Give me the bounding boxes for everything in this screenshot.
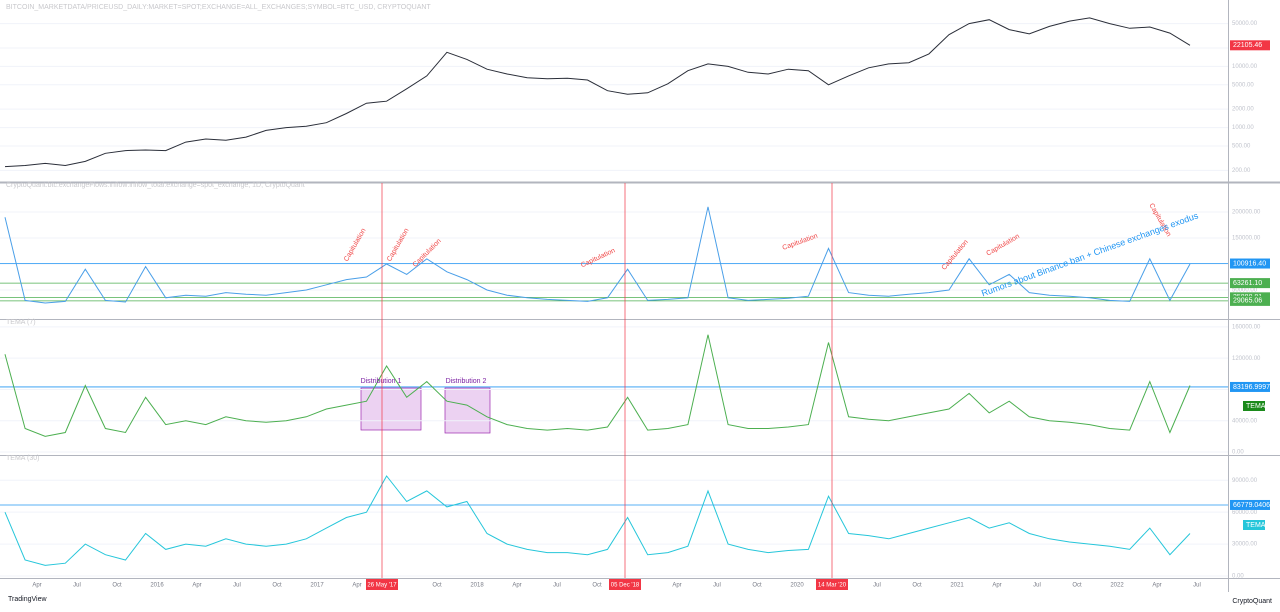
y-tick-label: 90000.00: [1232, 478, 1258, 484]
footer-source: CryptoQuant: [1232, 598, 1272, 605]
indicator-tag-label: TEMA: [1246, 403, 1266, 410]
y-tick-label: 200000.00: [1232, 210, 1261, 216]
x-tick-label: 2017: [310, 583, 324, 589]
y-tick-label: 2000.00: [1232, 107, 1254, 113]
level-tag: [1230, 258, 1270, 269]
indicator-tag: [1243, 520, 1265, 530]
x-tick-label: Jul: [73, 583, 81, 589]
x-tick-label: 2020: [790, 583, 804, 589]
series-line: [4, 475, 1191, 566]
event-label: 14 Mar '20: [818, 583, 847, 589]
x-tick-label: Oct: [752, 583, 762, 589]
series-line: [4, 334, 1191, 437]
y-tick-label: 200.00: [1232, 168, 1251, 174]
y-tick-label: 500.00: [1232, 144, 1251, 150]
pane-title: BITCOIN_MARKETDATA/PRICEUSD_DAILY:MARKET…: [6, 4, 431, 11]
x-tick-label: Jul: [233, 583, 241, 589]
pane-title: TEMA (7): [6, 319, 36, 326]
x-tick-label: Apr: [192, 583, 201, 589]
x-tick-label: Apr: [1152, 583, 1161, 589]
y-tick-label: 1000.00: [1232, 125, 1254, 131]
event-tag: [366, 579, 398, 590]
x-tick-label: Apr: [512, 583, 521, 589]
y-tick-label: 0.00: [1232, 450, 1244, 456]
y-tick-label: 5000.00: [1232, 82, 1254, 88]
y-tick-label: 40000.00: [1232, 418, 1258, 424]
x-tick-label: Apr: [672, 583, 681, 589]
event-tag: [816, 579, 848, 590]
level-label: 83196.9997: [1233, 384, 1270, 391]
x-tick-label: Jul: [873, 583, 881, 589]
pane-title: CryptoQuant:btc:exchangeFlows:inflow:inf…: [6, 182, 305, 189]
indicator-tag: [1243, 401, 1265, 411]
level-label: 66779.0406: [1233, 502, 1270, 509]
distribution-label: Distribution 1: [361, 378, 402, 385]
y-tick-label: 50000.00: [1232, 288, 1258, 294]
x-tick-label: 2021: [950, 583, 964, 589]
x-tick-label: 2018: [470, 583, 484, 589]
pane-title: TEMA (30): [6, 455, 39, 462]
event-tag: [609, 579, 641, 590]
y-tick-label: 60000.00: [1232, 510, 1258, 516]
series-line: [4, 206, 1191, 304]
x-tick-label: Oct: [1072, 583, 1082, 589]
distribution-box: [360, 387, 422, 431]
event-label: 05 Dec '18: [611, 583, 640, 589]
series-line: [4, 17, 1191, 168]
level-label: 63261.10: [1233, 280, 1262, 287]
y-tick-label: 10000.00: [1232, 64, 1258, 70]
distribution-box: [444, 387, 491, 434]
x-tick-label: Oct: [432, 583, 442, 589]
level-tag: [1230, 381, 1270, 392]
x-tick-label: Oct: [112, 583, 122, 589]
last-price-tag: [1230, 40, 1270, 51]
y-tick-label: 150000.00: [1232, 236, 1261, 242]
y-tick-label: 50000.00: [1232, 21, 1258, 27]
distribution-label: Distribution 2: [446, 378, 487, 385]
x-tick-label: Jul: [1033, 583, 1041, 589]
footer-brand: TradingView: [8, 596, 47, 603]
y-tick-label: 0.00: [1232, 574, 1244, 580]
x-tick-label: Oct: [592, 583, 602, 589]
x-tick-label: Apr: [992, 583, 1001, 589]
level-tag: [1230, 295, 1270, 306]
level-tag: [1230, 499, 1270, 510]
indicator-tag-label: TEMA: [1246, 522, 1266, 529]
last-price-label: 22105.46: [1233, 42, 1262, 49]
x-tick-label: Apr: [32, 583, 41, 589]
x-tick-label: Jul: [553, 583, 561, 589]
y-tick-label: 160000.00: [1232, 324, 1261, 330]
x-tick-label: Apr: [352, 583, 361, 589]
y-tick-label: 30000.00: [1232, 542, 1258, 548]
x-tick-label: Jul: [1193, 583, 1201, 589]
y-tick-label: 120000.00: [1232, 356, 1261, 362]
x-tick-label: Jul: [713, 583, 721, 589]
x-tick-label: Oct: [912, 583, 922, 589]
level-tag: [1230, 278, 1270, 289]
pane-separators: [0, 0, 1280, 592]
event-label: 26 May '17: [367, 583, 397, 589]
x-tick-label: 2022: [1110, 583, 1124, 589]
level-label: 100916.40: [1233, 260, 1266, 267]
x-tick-label: Oct: [272, 583, 282, 589]
x-tick-label: 2016: [150, 583, 164, 589]
level-label: 29065.06: [1233, 298, 1262, 305]
